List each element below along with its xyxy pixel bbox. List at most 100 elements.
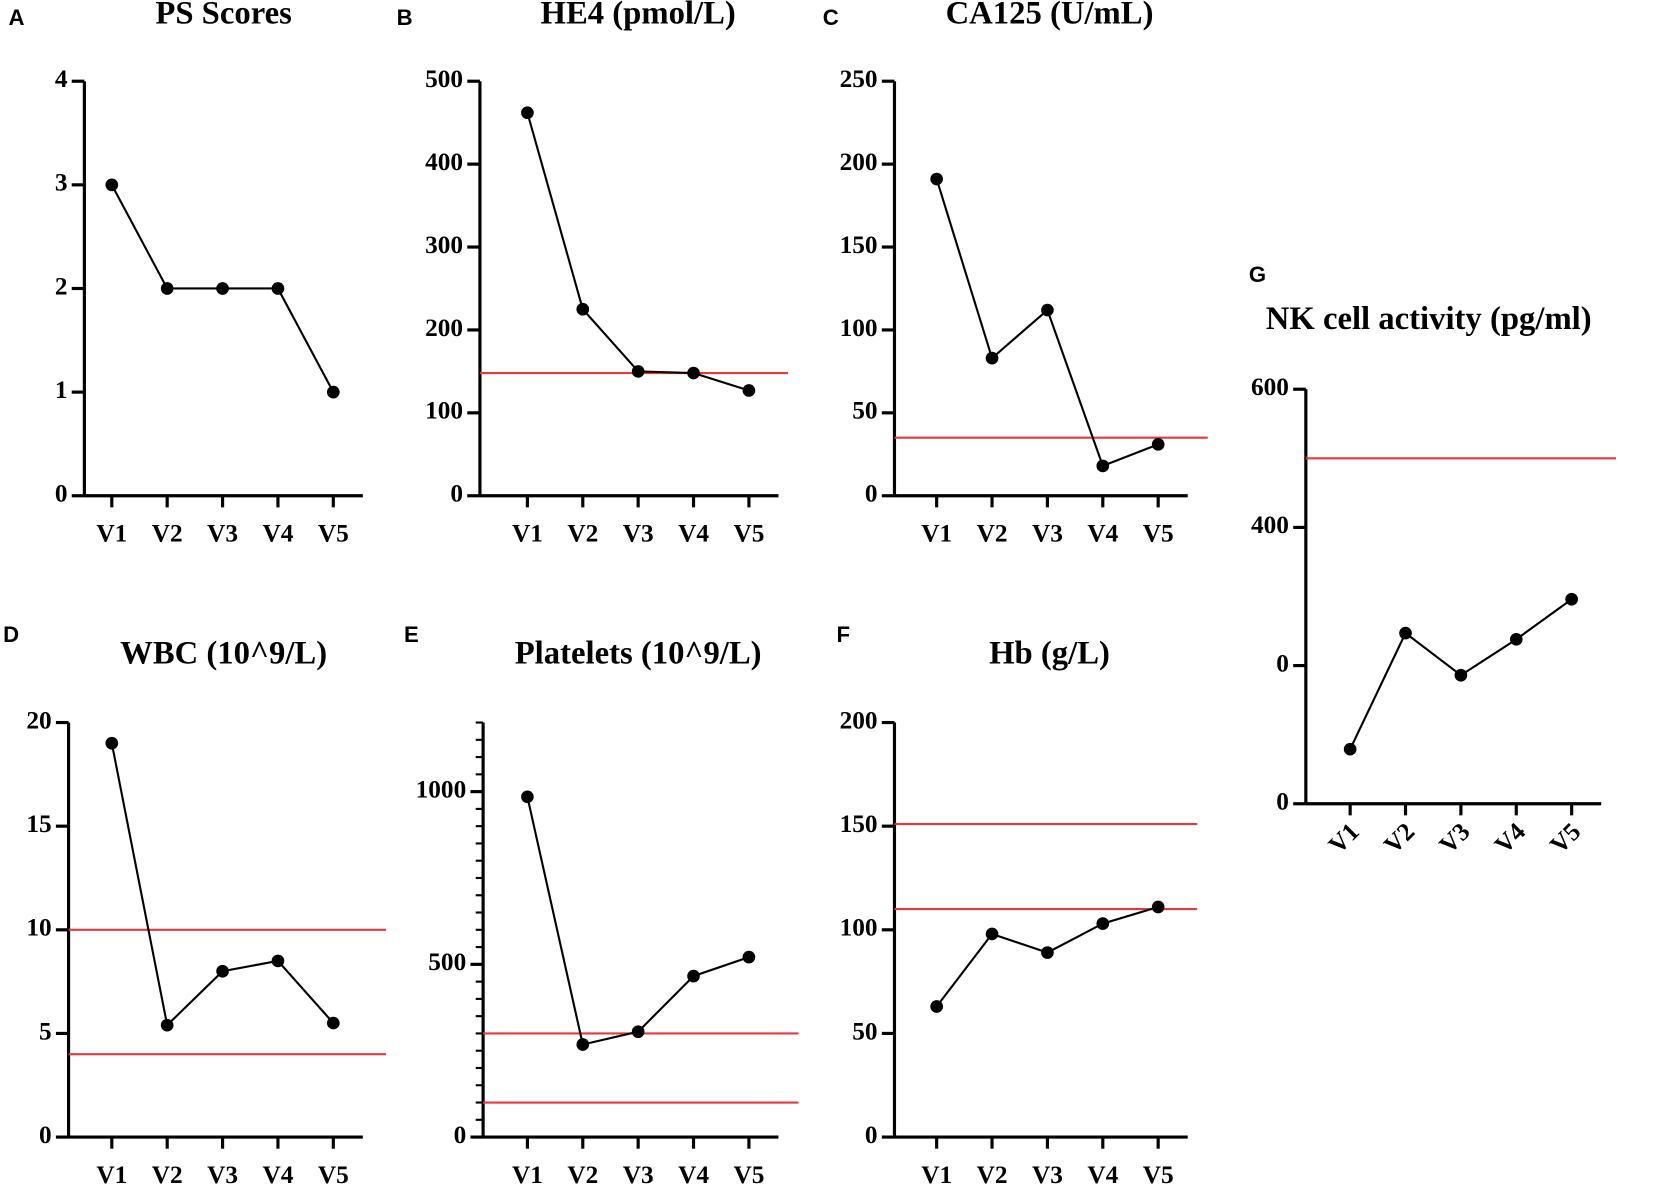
panel-letter: B: [397, 5, 413, 30]
y-tick-label: 0: [1276, 649, 1289, 677]
x-tick-label: V1: [921, 520, 952, 548]
x-tick-label: V1: [512, 520, 543, 548]
y-tick-label: 250: [840, 65, 878, 93]
x-tick-label: V1: [512, 1161, 543, 1189]
data-point: [687, 366, 700, 380]
data-point: [930, 172, 943, 186]
x-tick-label: V3: [623, 1161, 654, 1189]
panel: B HE4 (pmol/L) 0 100 200 300 400 500 V1 V2 V3 V4 V5: [397, 0, 788, 548]
y-tick-label: 0: [1276, 788, 1289, 816]
data-point: [105, 736, 119, 750]
y-tick-label: 4: [55, 65, 68, 93]
data-point: [742, 950, 756, 964]
y-tick-label: 10: [26, 914, 51, 942]
x-tick-label: V1: [1323, 818, 1365, 860]
x-tick-label: V3: [207, 520, 238, 548]
x-tick-label: V3: [1032, 1161, 1063, 1189]
panel-title: Hb (g/L): [989, 636, 1110, 672]
panel-title: HE4 (pmol/L): [541, 0, 736, 31]
data-point: [687, 969, 700, 983]
data-line: [935, 178, 1159, 468]
y-tick-label: 0: [865, 480, 878, 508]
x-tick-label: V1: [921, 1161, 952, 1189]
data-point: [160, 1018, 174, 1032]
x-tick-label: V2: [1379, 818, 1421, 860]
y-tick-label: 2: [55, 272, 68, 300]
figure-body: A PS Scores 0 1 2 3 4 V1 V2 V3 V4 V5 B HE4 (pmol/L) 0 1…: [3, 0, 1616, 1189]
x-tick-label: V4: [1489, 817, 1531, 859]
panel-letter: D: [3, 622, 19, 647]
panel: E Platelets (10^9/L) 0 500 1000 V1 V2 V3 V4 V5: [404, 622, 799, 1189]
x-tick-label: V4: [678, 520, 709, 548]
data-point: [521, 106, 534, 120]
x-tick-label: V4: [262, 520, 293, 548]
data-point: [1509, 632, 1523, 646]
y-tick-label: 1000: [416, 775, 467, 803]
data-point: [271, 954, 285, 968]
data-point: [216, 282, 229, 295]
x-tick-label: V5: [318, 1161, 349, 1189]
panel: C CA125 (U/mL) 0 50 100 150 200 250 V1 V2 V3 V4 V5: [823, 0, 1208, 548]
data-line: [110, 743, 335, 1028]
x-tick-label: V5: [318, 520, 349, 548]
panel-title: PS Scores: [155, 0, 292, 31]
panel-title: Platelets (10^9/L): [515, 636, 762, 672]
y-tick-label: 200: [425, 314, 463, 342]
data-point: [631, 365, 645, 378]
panel-letter: E: [404, 622, 419, 647]
x-tick-label: V5: [1143, 520, 1174, 548]
data-point: [326, 1016, 340, 1030]
data-point: [1041, 946, 1054, 959]
y-tick-label: 500: [425, 65, 463, 93]
data-point: [1096, 459, 1110, 473]
data-point: [576, 302, 590, 316]
y-tick-label: 100: [840, 914, 878, 942]
x-tick-label: V5: [1143, 1161, 1174, 1189]
y-tick-label: 20: [26, 706, 51, 734]
data-point: [1041, 303, 1054, 317]
data-point: [576, 1038, 590, 1051]
data-point: [271, 282, 285, 295]
x-tick-label: V2: [152, 1161, 183, 1189]
y-tick-label: 0: [865, 1121, 878, 1149]
panel: GNK cell activity (pg/ml) 0 0 400 600 V1 V2 V3 V…: [1249, 262, 1616, 859]
data-point: [631, 1025, 645, 1039]
x-tick-label: V3: [1434, 818, 1476, 860]
y-tick-label: 0: [55, 480, 68, 508]
panel: D WBC (10^9/L) 0 5 10 15 20 V1 V2 V3 V4 V5: [3, 622, 387, 1189]
y-tick-label: 200: [840, 706, 878, 734]
data-point: [216, 964, 229, 978]
x-tick-label: V4: [1087, 520, 1118, 548]
x-tick-label: V2: [567, 1161, 598, 1189]
data-point: [1151, 900, 1165, 914]
x-tick-label: V3: [623, 520, 654, 548]
data-line: [526, 796, 750, 1046]
x-tick-label: V4: [262, 1161, 293, 1189]
data-point: [1343, 742, 1357, 756]
y-tick-label: 200: [840, 148, 878, 176]
y-tick-label: 100: [425, 397, 463, 425]
data-point: [985, 927, 999, 941]
y-tick-label: 3: [55, 169, 68, 197]
x-tick-label: V2: [977, 520, 1008, 548]
x-tick-label: V2: [567, 520, 598, 548]
y-tick-label: 0: [450, 480, 463, 508]
y-tick-label: 50: [852, 397, 877, 425]
x-tick-label: V5: [733, 520, 764, 548]
data-point: [1565, 592, 1578, 606]
y-tick-label: 15: [26, 810, 51, 838]
x-tick-label: V1: [96, 520, 127, 548]
data-point: [1454, 668, 1468, 682]
x-tick-label: V3: [207, 1161, 238, 1189]
data-point: [105, 178, 119, 192]
x-tick-label: V4: [678, 1161, 709, 1189]
panel-letter: F: [836, 622, 850, 647]
data-line: [526, 112, 750, 392]
x-tick-label: V2: [152, 520, 183, 548]
y-tick-label: 500: [428, 948, 466, 976]
y-tick-label: 50: [852, 1017, 877, 1045]
panel: A PS Scores 0 1 2 3 4 V1 V2 V3 V4 V5: [8, 0, 363, 548]
panel-letter: G: [1249, 262, 1266, 287]
data-point: [1399, 626, 1412, 640]
